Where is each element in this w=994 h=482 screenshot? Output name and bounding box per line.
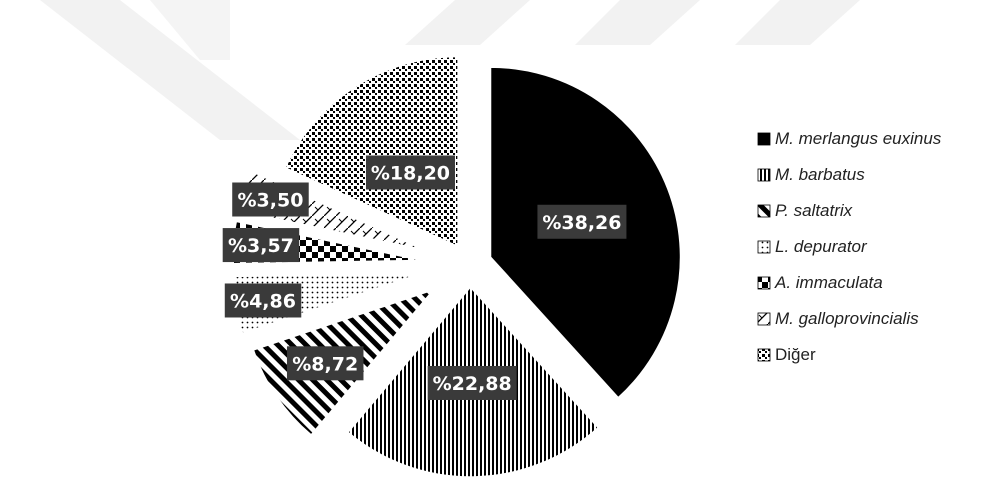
legend-item-5: A. immaculata [757, 273, 883, 292]
slice-label-box [224, 283, 302, 318]
legend-label: P. saltatrix [775, 201, 853, 220]
legend-label: M. barbatus [775, 165, 865, 184]
legend-swatch [757, 132, 771, 146]
slice-label-text: %4,86 [230, 290, 296, 312]
legend-swatch [757, 276, 771, 290]
legend-item-7: Diğer [757, 345, 816, 364]
slice-label-1: %38,26 [537, 204, 627, 239]
slice-label-text: %38,26 [542, 212, 621, 234]
slice-label-text: %8,72 [292, 353, 358, 375]
slice-label-5: %3,57 [222, 228, 300, 263]
legend-label: Diğer [775, 345, 816, 364]
legend-swatch [757, 348, 771, 362]
slice-label-box [222, 228, 300, 263]
legend-item-6: M. galloprovincialis [757, 309, 919, 328]
legend-item-1: M. merlangus euxinus [757, 129, 942, 148]
legend-swatch [757, 240, 771, 254]
legend-item-2: M. barbatus [757, 165, 865, 184]
slice-label-box [232, 182, 309, 217]
legend-item-4: L. depurator [757, 237, 868, 256]
legend-label: A. immaculata [774, 273, 883, 292]
slice-label-text: %3,57 [228, 235, 294, 257]
slice-label-text: %18,20 [371, 162, 450, 184]
legend-swatch [757, 168, 771, 182]
legend-label: M. merlangus euxinus [775, 129, 942, 148]
slice-label-6: %3,50 [232, 182, 309, 217]
slice-label-4: %4,86 [224, 283, 302, 318]
legend-swatch [757, 312, 771, 326]
slice-label-3: %8,72 [286, 346, 364, 381]
slice-label-box [286, 346, 364, 381]
slice-label-box [427, 365, 517, 400]
legend-item-3: P. saltatrix [757, 201, 853, 220]
watermark [40, 0, 860, 140]
slice-label-text: %3,50 [238, 190, 304, 212]
slice-label-text: %22,88 [433, 373, 512, 395]
slice-label-7: %18,20 [365, 155, 455, 190]
slice-label-box [365, 155, 455, 190]
pie-slice-7 [284, 55, 459, 248]
legend-label: M. galloprovincialis [775, 309, 919, 328]
legend-label: L. depurator [775, 237, 868, 256]
slice-label-box [537, 204, 627, 239]
legend-swatch [757, 204, 771, 218]
slice-label-2: %22,88 [427, 365, 517, 400]
